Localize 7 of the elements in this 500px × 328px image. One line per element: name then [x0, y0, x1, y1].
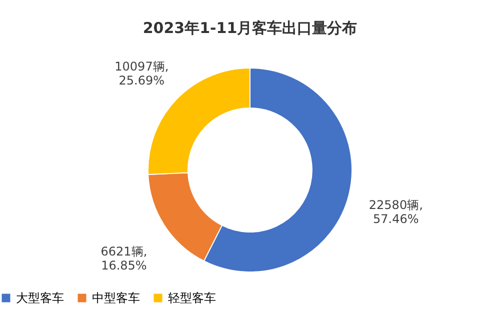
data-label: 6621辆, 16.85% [100, 244, 148, 272]
data-label: 10097辆, 25.69% [114, 59, 169, 88]
chart-title: 2023年1-11月客车出口量分布 [142, 19, 358, 37]
legend-label: 中型客车 [92, 291, 140, 305]
legend-label: 轻型客车 [168, 291, 216, 305]
data-label: 22580辆, 57.46% [368, 198, 423, 226]
legend-label: 大型客车 [16, 291, 64, 305]
